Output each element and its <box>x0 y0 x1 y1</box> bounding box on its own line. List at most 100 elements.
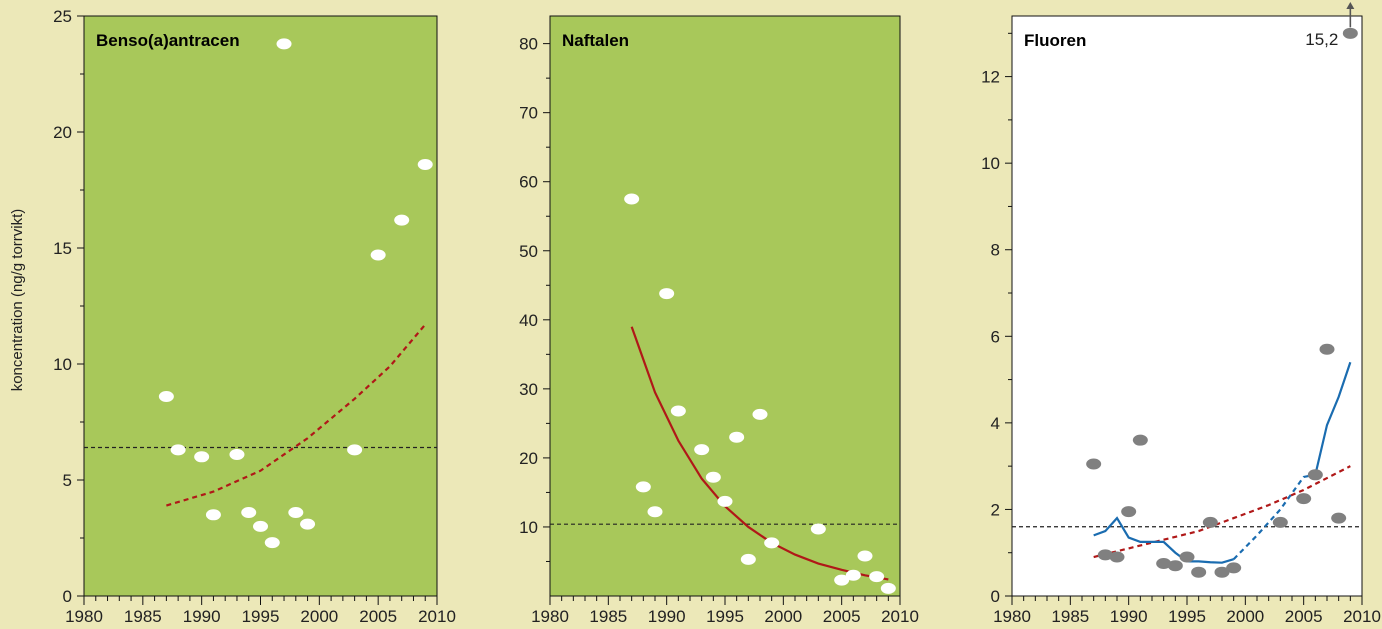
smooth-line-dashed <box>1232 473 1316 560</box>
x-tick-label: 2010 <box>1343 607 1381 626</box>
x-tick-label: 1980 <box>993 607 1031 626</box>
x-tick-label: 2005 <box>1285 607 1323 626</box>
y-tick-label: 8 <box>991 241 1000 260</box>
y-tick-label: 0 <box>991 587 1000 606</box>
y-tick-label: 15 <box>53 239 72 258</box>
smooth-line-solid <box>1093 516 1234 564</box>
panel-title: Fluoren <box>1024 31 1086 50</box>
plot-area <box>549 15 901 597</box>
data-point <box>705 471 721 483</box>
chart-panel-3: 1980 1985 1990 1995 2000 2005 2010 0 2 4 6 8 10 12 Flu… <box>981 2 1381 626</box>
y-axis-label: koncentration (ng/g torrvikt) <box>9 209 26 392</box>
data-point <box>1319 343 1335 355</box>
data-point <box>1109 551 1125 563</box>
y-tick-label: 70 <box>519 104 538 123</box>
data-point <box>869 571 885 583</box>
data-point <box>810 523 826 535</box>
data-point <box>347 444 363 456</box>
x-tick-label: 1985 <box>589 607 627 626</box>
data-point <box>729 431 745 443</box>
off-scale-annotation: 15,2 <box>1305 30 1338 49</box>
data-point <box>288 506 304 518</box>
data-point <box>1121 506 1137 518</box>
data-point <box>834 574 850 586</box>
trend-line <box>166 323 427 507</box>
x-tick-label: 1995 <box>242 607 280 626</box>
y-tick-label: 0 <box>63 587 72 606</box>
x-tick-label: 1985 <box>124 607 162 626</box>
x-tick-label: 2010 <box>881 607 919 626</box>
data-point <box>1156 558 1172 570</box>
panel-title: Benso(a)antracen <box>96 31 240 50</box>
data-point <box>752 408 768 420</box>
data-point <box>276 38 292 50</box>
data-point <box>264 537 280 549</box>
data-point <box>194 451 210 463</box>
y-tick-label: 2 <box>991 500 1000 519</box>
data-point <box>857 550 873 562</box>
data-point <box>764 537 780 549</box>
data-point <box>1342 27 1358 39</box>
data-point <box>1167 560 1183 572</box>
y-tick-label: 40 <box>519 311 538 330</box>
y-tick-label: 80 <box>519 35 538 54</box>
chart-panel-1: 1980 1985 1990 1995 2000 2005 2010 0 5 10 15 20 25 Be… <box>53 7 456 626</box>
x-tick-label: 1985 <box>1051 607 1089 626</box>
data-point <box>1191 566 1207 578</box>
y-tick-label: 5 <box>63 471 72 490</box>
data-point <box>647 506 663 518</box>
x-tick-label: 2000 <box>1226 607 1264 626</box>
y-tick-label: 10 <box>981 154 1000 173</box>
y-tick-label: 20 <box>53 123 72 142</box>
y-tick-label: 10 <box>519 518 538 537</box>
y-tick-label: 12 <box>981 68 1000 87</box>
x-tick-label: 1980 <box>65 607 103 626</box>
data-point <box>1214 566 1230 578</box>
y-tick-label: 20 <box>519 449 538 468</box>
panel-title: Naftalen <box>562 31 629 50</box>
x-tick-label: 2005 <box>359 607 397 626</box>
x-tick-label: 1995 <box>1168 607 1206 626</box>
data-point <box>370 249 386 261</box>
x-tick-label: 1990 <box>648 607 686 626</box>
data-point <box>624 193 640 205</box>
chart-panel-2: 1980 1985 1990 1995 2000 2005 2010102030405060… <box>519 15 919 626</box>
data-point <box>1226 562 1242 574</box>
data-point <box>170 444 186 456</box>
data-point <box>1086 458 1102 470</box>
data-point <box>694 444 710 456</box>
y-tick-label: 30 <box>519 380 538 399</box>
off-scale-arrow-head <box>1346 2 1355 9</box>
data-point <box>253 520 268 532</box>
x-tick-label: 1980 <box>531 607 569 626</box>
data-point <box>229 448 245 460</box>
data-point <box>417 158 433 170</box>
y-tick-label: 4 <box>991 414 1000 433</box>
x-tick-label: 2000 <box>764 607 802 626</box>
y-tick-label: 6 <box>991 327 1000 346</box>
data-point <box>717 495 733 507</box>
data-point <box>670 405 686 417</box>
data-point <box>1097 549 1113 561</box>
data-point <box>845 569 861 581</box>
x-tick-label: 1990 <box>1110 607 1148 626</box>
data-point <box>394 214 410 226</box>
trend-line <box>630 326 889 581</box>
data-point <box>1307 469 1323 481</box>
data-point <box>1331 512 1347 524</box>
smooth-line-solid-end <box>1314 361 1352 476</box>
data-point <box>1179 551 1195 563</box>
data-point <box>1296 493 1312 505</box>
plot-area <box>1011 15 1363 597</box>
data-point <box>158 390 174 402</box>
data-point <box>880 582 896 594</box>
plot-area <box>83 15 438 597</box>
x-tick-label: 1995 <box>706 607 744 626</box>
y-tick-label: 10 <box>53 355 72 374</box>
x-tick-label: 2005 <box>823 607 861 626</box>
data-point <box>659 288 675 300</box>
data-point <box>1132 434 1148 446</box>
data-point <box>1202 516 1218 528</box>
data-point <box>241 506 257 518</box>
